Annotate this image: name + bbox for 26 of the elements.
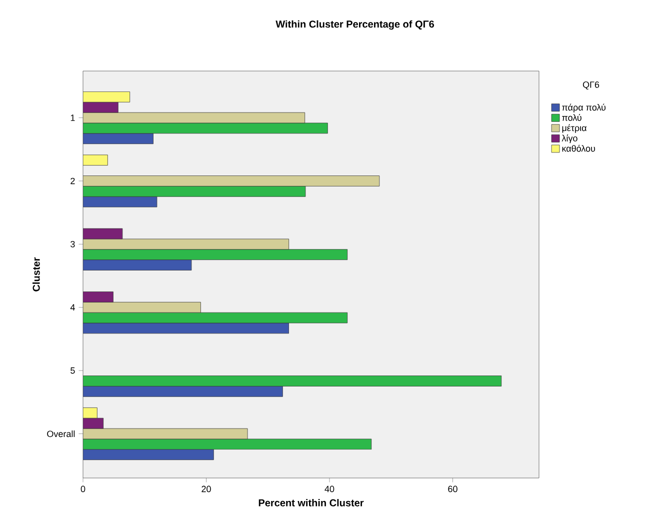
y-tick-label: 3 (70, 240, 75, 248)
legend-label: λίγο (562, 134, 578, 144)
y-tick-label: 1 (70, 114, 75, 121)
bar (83, 112, 306, 124)
y-tick-label: 2 (70, 178, 75, 184)
y-tick-label: 4 (70, 304, 75, 310)
legend-label: καθόλου (562, 144, 596, 152)
bar (83, 176, 380, 186)
legend-label: πάρα πολύ (562, 104, 606, 112)
x-tick-label: 20 (202, 486, 211, 492)
x-axis-title: Percent within Cluster (258, 499, 364, 506)
x-tick-label: 40 (324, 486, 334, 492)
x-tick-label: 0 (80, 486, 86, 492)
legend-label: πολύ (562, 114, 582, 121)
bar (83, 154, 108, 166)
x-tick-label: 60 (448, 486, 458, 492)
bar (83, 302, 201, 313)
legend-title: QΓ6 (582, 81, 600, 90)
bar (83, 428, 248, 440)
legend-label: μέτρια (562, 124, 587, 133)
y-tick-label: 5 (70, 367, 75, 374)
chart-title: Within Cluster Percentage of QΓ6 (276, 20, 434, 30)
y-axis-title: Cluster (32, 257, 40, 292)
bar (83, 238, 290, 250)
y-tick-label: Overall (47, 430, 75, 438)
bar (83, 292, 114, 302)
